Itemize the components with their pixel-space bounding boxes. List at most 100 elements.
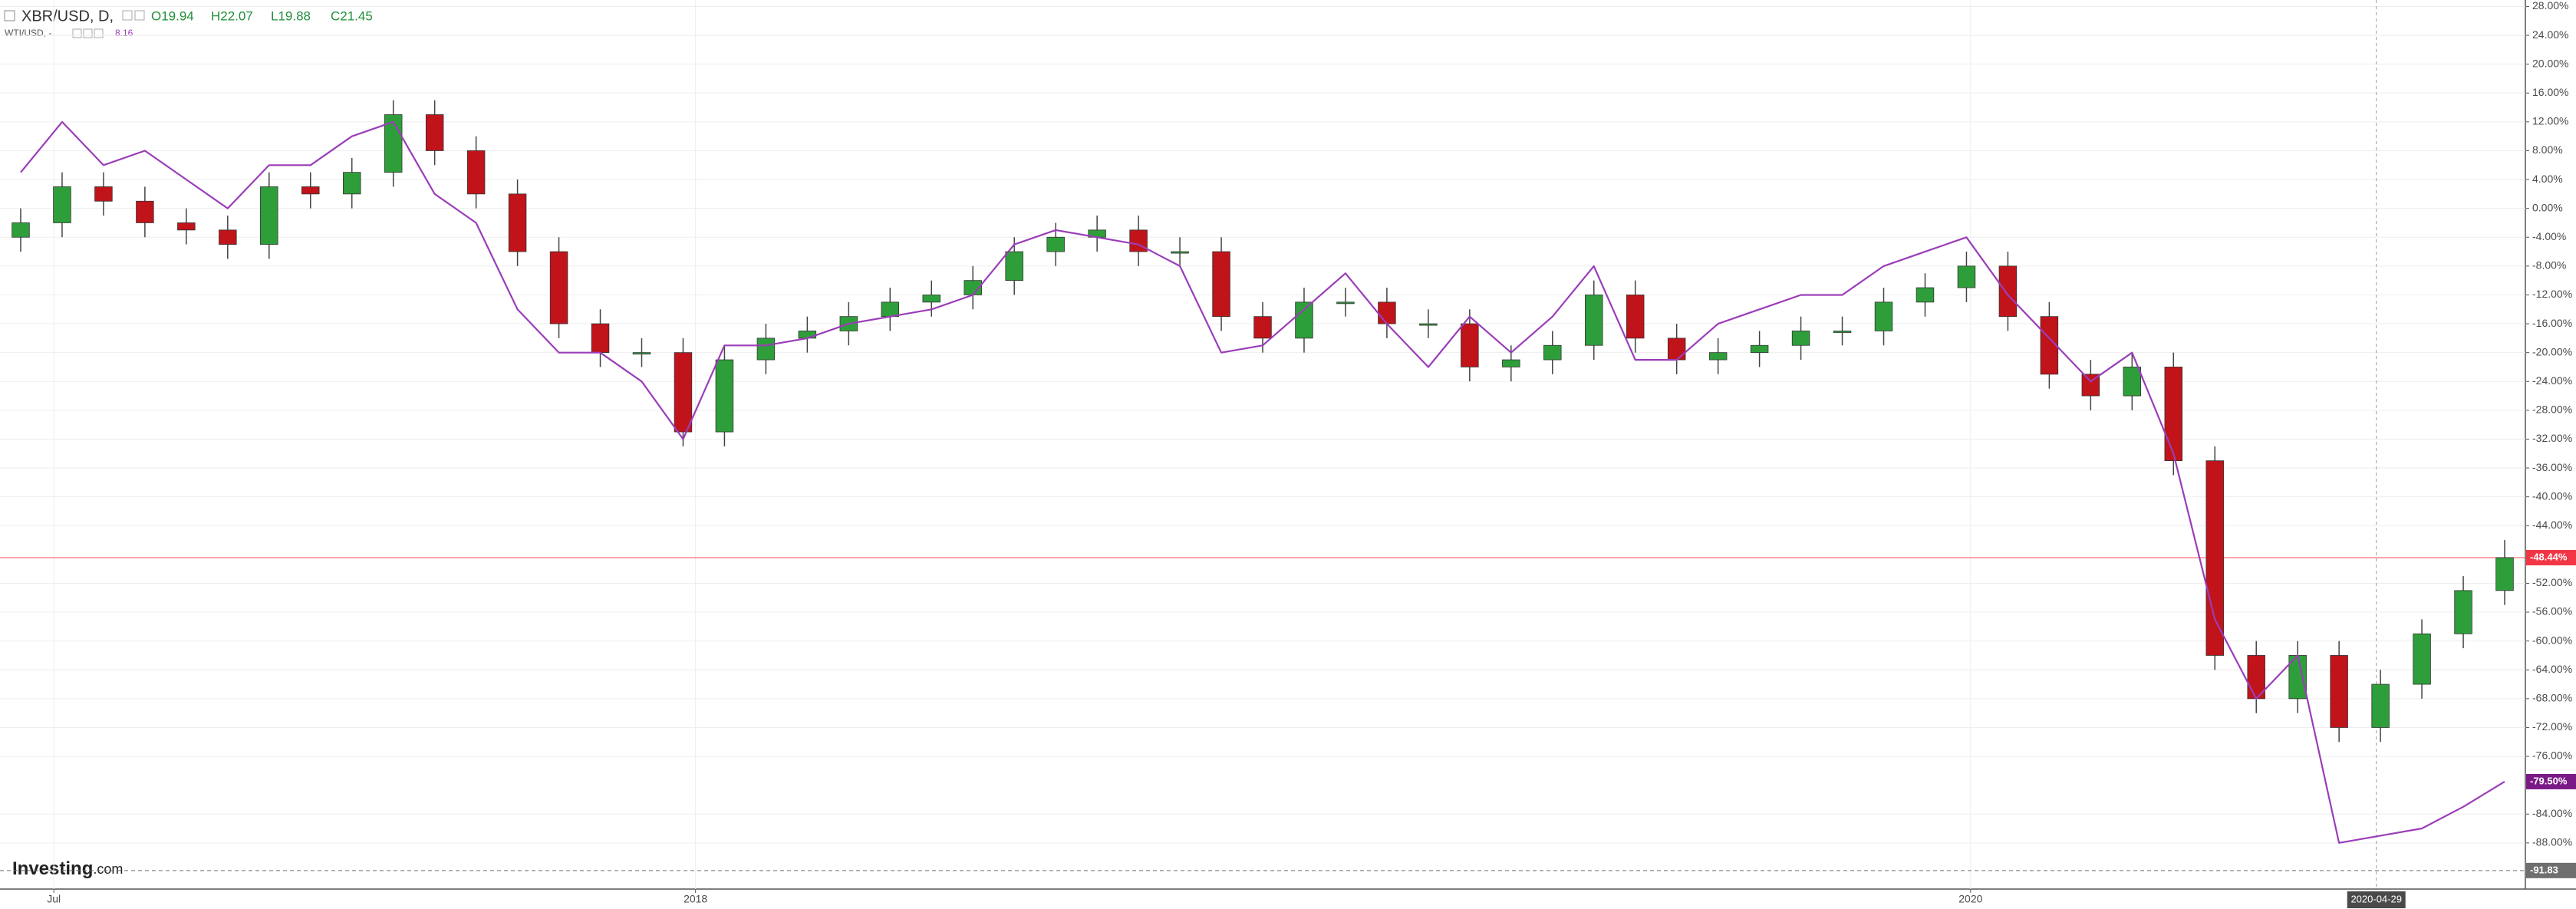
candle-body (301, 186, 320, 195)
candle-body (2040, 316, 2059, 375)
y-tick-label: -16.00% (2532, 317, 2572, 329)
y-tick-label: -68.00% (2532, 692, 2572, 704)
crosshair-label: 2020-04-29 (2350, 893, 2402, 904)
price-label-box (2526, 773, 2576, 789)
series-title: XBR/USD, D, (21, 8, 114, 25)
y-tick-label: 12.00% (2532, 115, 2568, 127)
candle-body (1336, 301, 1355, 305)
candle-body (1916, 287, 1935, 303)
candle-body (2495, 557, 2514, 591)
candle-body (12, 222, 30, 238)
candle-body (53, 186, 71, 223)
y-tick-label: -56.00% (2532, 605, 2572, 618)
y-tick-label: -8.00% (2532, 259, 2566, 272)
candle-body (1626, 295, 1645, 339)
candle-body (756, 338, 776, 361)
ohlc-values: O19.94 H22.07 L19.88 C21.45 (151, 8, 373, 23)
y-tick-label: 0.00% (2532, 201, 2563, 213)
y-tick-label: -32.00% (2532, 432, 2572, 444)
candle-body (2454, 590, 2472, 634)
candle-body (136, 200, 154, 223)
candle-body (591, 323, 610, 354)
series-buttons[interactable] (72, 28, 104, 38)
candle-body (1502, 359, 1520, 367)
candle-body (1585, 295, 1603, 346)
candle-body (94, 186, 113, 202)
candle-body (715, 359, 734, 433)
y-tick-label: -52.00% (2532, 576, 2572, 588)
candle-body (2205, 460, 2224, 656)
collapse-icon[interactable] (4, 10, 15, 21)
series-last-value: 8.16 (115, 28, 133, 38)
candle-body (1543, 344, 1562, 361)
candle-body (2164, 367, 2183, 462)
candle-body (1957, 265, 1976, 288)
candle-body (1833, 331, 1852, 333)
candle-body (1791, 331, 1810, 346)
candle-body (1874, 301, 1893, 331)
candle-body (425, 114, 444, 151)
y-tick-label: -12.00% (2532, 288, 2572, 300)
x-tick-label: Jul (47, 893, 61, 905)
y-tick-label: -72.00% (2532, 720, 2572, 733)
candle-body (1667, 338, 1686, 361)
candle-body (2081, 374, 2100, 397)
candle-body (549, 251, 568, 324)
y-tick-label: -84.00% (2532, 807, 2572, 819)
candle-body (466, 150, 486, 195)
y-tick-label: -28.00% (2532, 403, 2572, 416)
y-tick-label: -88.00% (2532, 836, 2572, 848)
y-tick-label: -64.00% (2532, 663, 2572, 675)
x-tick-label: 2020 (1958, 893, 1982, 905)
candle-body (508, 193, 527, 252)
ohlc-label: C21.45 (331, 8, 373, 23)
y-tick-label: 28.00% (2532, 0, 2568, 12)
x-tick-label: 2018 (684, 893, 707, 905)
y-tick-label: -44.00% (2532, 519, 2572, 531)
ohlc-label: H22.07 (211, 8, 253, 23)
candle-body (2330, 655, 2348, 728)
y-tick-label: -60.00% (2532, 634, 2572, 646)
candle-body (1461, 323, 1479, 367)
logo: Investing.com (12, 858, 123, 879)
y-tick-label: -4.00% (2532, 230, 2566, 242)
candle-body (1708, 352, 1728, 361)
logo-brand: Investing (12, 858, 93, 879)
y-tick-label: -24.00% (2532, 374, 2572, 387)
candle-body (1212, 251, 1230, 318)
candle-body (1998, 265, 2018, 318)
y-tick-label: 16.00% (2532, 86, 2568, 98)
price-label: -91.83 (2530, 864, 2558, 875)
candle-body (260, 186, 278, 245)
price-label-box (2526, 862, 2576, 878)
candle-body (674, 352, 693, 433)
candle-body (922, 295, 940, 303)
y-tick-label: -40.00% (2532, 489, 2572, 502)
candle-body (1005, 251, 1023, 282)
crosshair-label-box (2347, 891, 2406, 908)
candle-body (177, 222, 196, 231)
candle-body (798, 331, 817, 339)
ohlc-label: O19.94 (151, 8, 194, 23)
candle-body (342, 172, 361, 195)
y-tick-label: -76.00% (2532, 749, 2572, 762)
candle-body (2123, 367, 2142, 397)
price-label: -79.50% (2530, 775, 2568, 786)
ohlc-label: L19.88 (271, 8, 311, 23)
y-tick-label: 24.00% (2532, 28, 2568, 41)
candle-body (1253, 316, 1272, 339)
price-label: -48.44% (2530, 551, 2568, 562)
series-title: WTI/USD, - (5, 28, 51, 38)
candle-body (1750, 344, 1769, 354)
candle-body (632, 352, 651, 355)
price-label-box (2526, 549, 2576, 565)
candle-body (1378, 301, 1396, 324)
series-buttons[interactable] (122, 10, 145, 21)
y-tick-label: 20.00% (2532, 57, 2568, 69)
logo-suffix: .com (93, 861, 123, 877)
candle-body (1046, 236, 1065, 252)
y-tick-label: 4.00% (2532, 173, 2563, 185)
candle-body (2413, 633, 2431, 685)
